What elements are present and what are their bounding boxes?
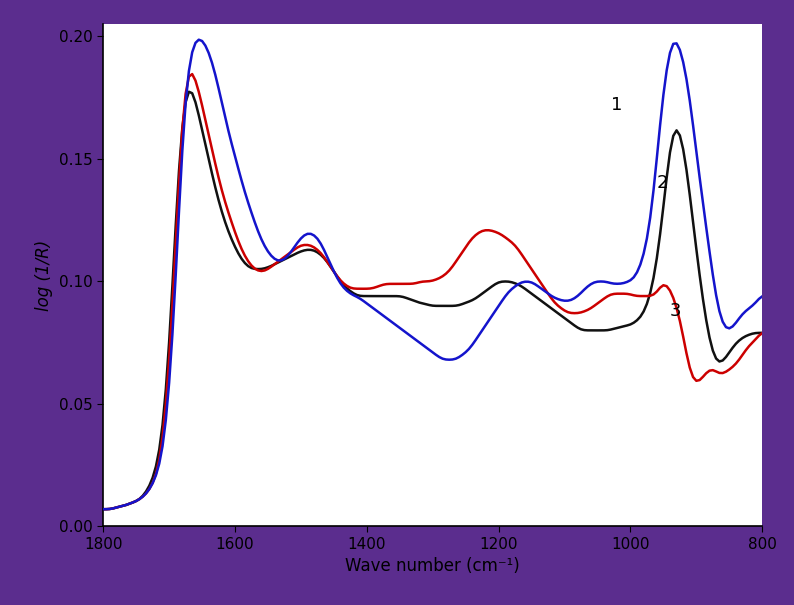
- Text: 2: 2: [657, 174, 669, 192]
- Y-axis label: log (1/R): log (1/R): [36, 240, 53, 311]
- Text: 1: 1: [611, 96, 622, 114]
- X-axis label: Wave number (cm⁻¹): Wave number (cm⁻¹): [345, 557, 520, 575]
- Text: 3: 3: [670, 302, 681, 319]
